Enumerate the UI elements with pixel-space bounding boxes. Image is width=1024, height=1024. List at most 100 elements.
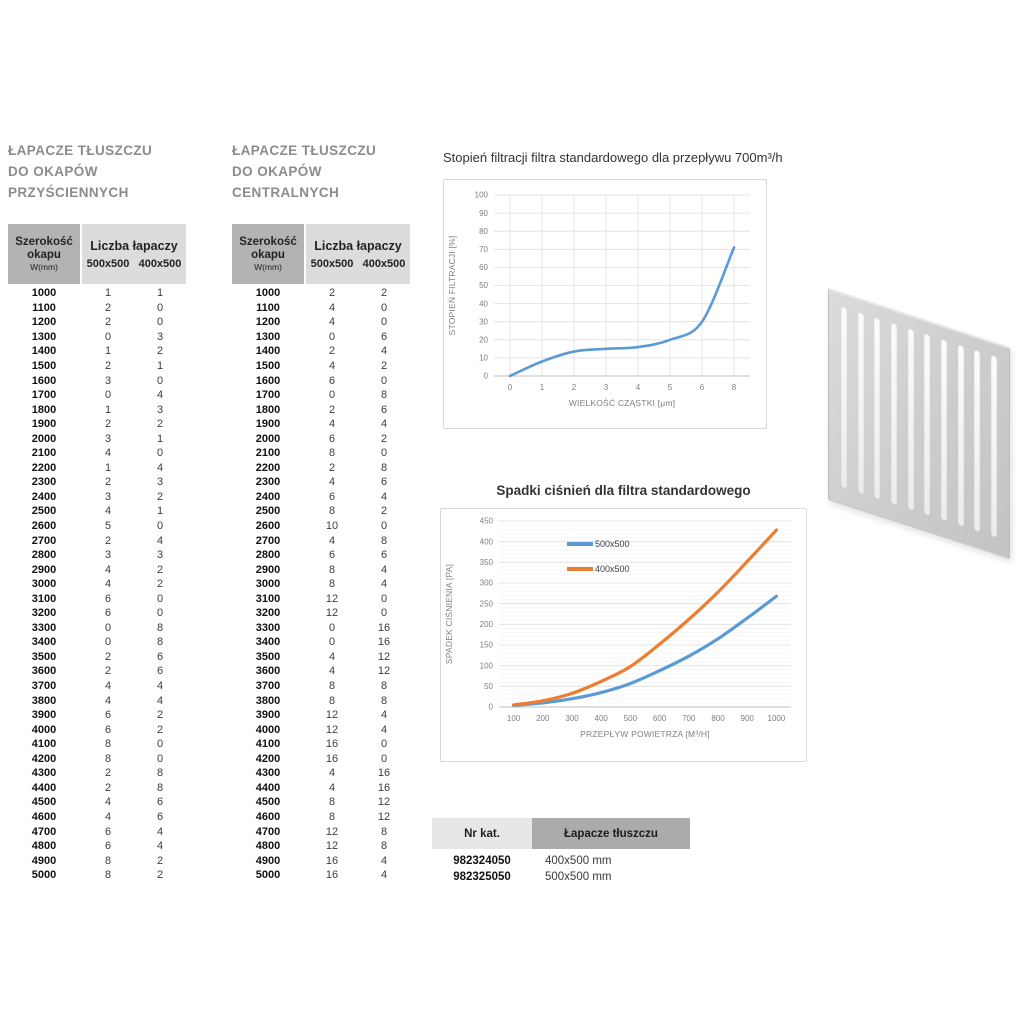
cell: 10 — [325, 520, 339, 533]
cell: 12 — [377, 810, 391, 823]
cell: 12 — [325, 825, 339, 838]
cell: 2 — [156, 709, 164, 722]
table-row: 4700 12 8 — [232, 824, 410, 839]
header-unit: W(mm) — [30, 261, 58, 272]
svg-text:100: 100 — [475, 191, 489, 200]
cell: 0 — [156, 301, 164, 314]
svg-text:800: 800 — [711, 714, 725, 723]
table-row: 1700 0 8 — [232, 388, 410, 403]
baffle-slot — [857, 311, 864, 495]
svg-text:60: 60 — [479, 263, 488, 272]
svg-text:350: 350 — [480, 558, 494, 567]
table-row: 2300 2 3 — [8, 475, 186, 490]
table-row: 2700 4 8 — [232, 533, 410, 548]
cell: 6 — [328, 549, 336, 562]
cell: 4 — [104, 810, 112, 823]
cell: 3900 — [255, 709, 281, 722]
cell: 1 — [156, 360, 164, 372]
table-row: 4600 4 6 — [8, 810, 186, 825]
chart-panel: 0 10 20 30 40 50 60 70 80 90 100 0 1 2 3 4 5 6 8 WIELKOŚĆ C… — [443, 179, 767, 429]
cell: 2 — [104, 418, 112, 431]
cell: 2 — [328, 287, 336, 300]
cell: 4900 — [31, 854, 57, 867]
cell: 2 — [156, 869, 164, 882]
cell: 4 — [380, 490, 388, 503]
cell: 2 — [104, 534, 112, 547]
cell: 4 — [156, 680, 164, 693]
cell: 12 — [325, 592, 339, 605]
cell: 6 — [104, 607, 112, 620]
cell: 2000 — [31, 432, 57, 445]
cell: 8 — [104, 752, 112, 765]
cell: 2 — [380, 432, 388, 445]
cell: 8 — [380, 840, 388, 853]
title-line: CENTRALNYCH — [232, 185, 340, 200]
cell: 2 — [156, 723, 164, 736]
cell: 4300 — [31, 767, 57, 780]
group-label: Liczba łapaczy — [314, 238, 402, 253]
header-label: Szerokość okapu — [239, 235, 297, 261]
cell: 3100 — [255, 592, 281, 605]
table-row: 3400 0 16 — [232, 635, 410, 650]
svg-text:0: 0 — [508, 383, 513, 392]
svg-text:0: 0 — [484, 372, 489, 381]
cell: 0 — [156, 752, 164, 765]
cell: 2 — [328, 461, 336, 474]
svg-text:450: 450 — [480, 517, 494, 526]
cell: 8 — [328, 796, 336, 809]
svg-text:2: 2 — [572, 383, 577, 392]
cell: 4 — [156, 389, 164, 402]
svg-text:300: 300 — [480, 579, 494, 588]
chart-canvas: 0 50 100 150 200 250 300 350 400 450 100 200 300 400 5… — [443, 517, 791, 739]
cell: 8 — [104, 738, 112, 751]
svg-text:300: 300 — [565, 714, 579, 723]
cell: 3800 — [255, 694, 281, 707]
cell: 2300 — [255, 476, 281, 489]
cell: 12 — [377, 796, 391, 809]
svg-text:200: 200 — [536, 714, 550, 723]
svg-text:10: 10 — [479, 354, 488, 363]
svg-text:100: 100 — [507, 714, 521, 723]
table-row: 1100 2 0 — [8, 301, 186, 316]
svg-text:50: 50 — [484, 682, 493, 691]
cell: 0 — [380, 752, 388, 765]
cell: 4800 — [255, 840, 281, 853]
cell: 3 — [104, 549, 112, 562]
cell: 2500 — [31, 505, 57, 518]
cell: 4 — [328, 767, 336, 780]
cell: 4800 — [31, 840, 57, 853]
cell: 16 — [377, 781, 391, 794]
cell: 4400 — [31, 781, 57, 794]
svg-text:1000: 1000 — [768, 714, 786, 723]
baffle-slot — [957, 344, 964, 528]
cell: 4100 — [255, 738, 281, 751]
svg-text:900: 900 — [741, 714, 755, 723]
cell: 1200 — [31, 316, 57, 329]
cell: 3300 — [255, 621, 281, 634]
cell: 3 — [104, 490, 112, 503]
cell: 4200 — [255, 752, 281, 765]
table-row: 2900 8 4 — [232, 562, 410, 577]
table-row: 3500 4 12 — [232, 650, 410, 665]
cell: 2700 — [255, 534, 281, 547]
cell: 8 — [380, 389, 388, 402]
table-row: 3500 2 6 — [8, 650, 186, 665]
cell: 2100 — [31, 447, 57, 460]
header-unit: W(mm) — [254, 261, 282, 272]
table-row: 1400 1 2 — [8, 344, 186, 359]
cell: 4600 — [255, 810, 281, 823]
cell: 3200 — [31, 607, 57, 620]
table-row: 4100 16 0 — [232, 737, 410, 752]
cell: 12 — [325, 840, 339, 853]
cell: 0 — [156, 520, 164, 533]
title-line: ŁAPACZE TŁUSZCZU — [8, 143, 153, 158]
catalog-number-table: Nr kat. Łapacze tłuszczu 982324050 400x50… — [432, 818, 690, 885]
table-row: 1000 2 2 — [232, 286, 410, 301]
cell: 16 — [325, 738, 339, 751]
cell: 4 — [328, 476, 336, 489]
cell: 2 — [156, 578, 164, 591]
cell: 3500 — [31, 650, 57, 663]
cell: 12 — [325, 723, 339, 736]
legend-label: 400x500 — [595, 564, 630, 574]
cell: 3400 — [31, 636, 57, 649]
